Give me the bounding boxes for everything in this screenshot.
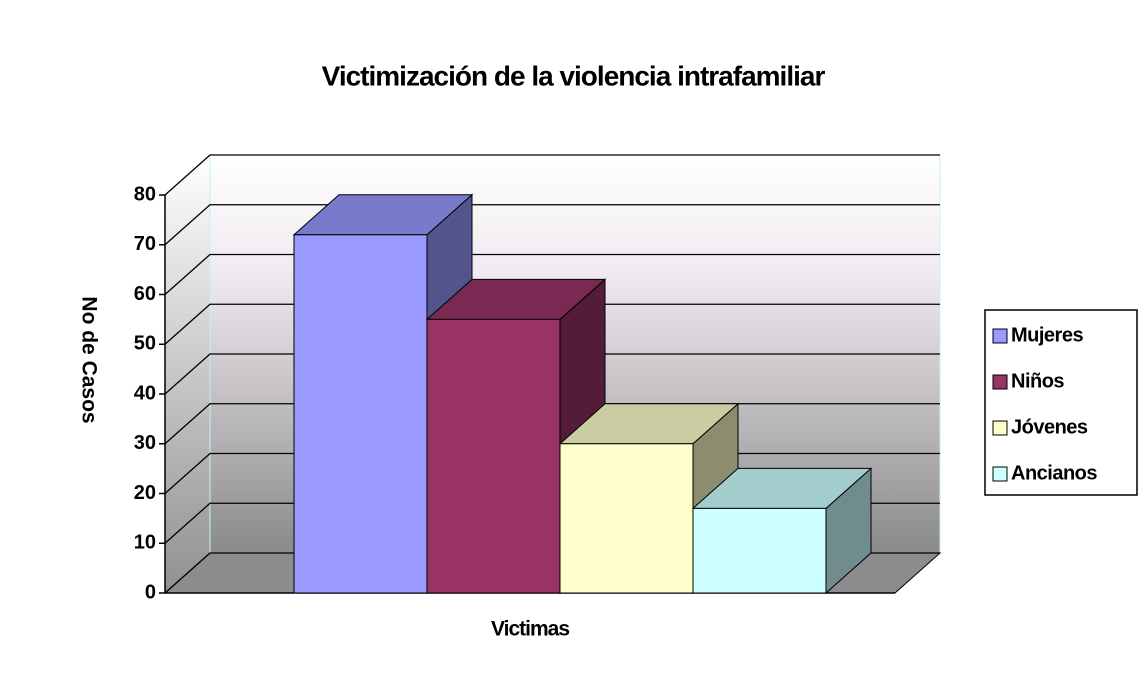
plot-area: 0 10 20 30 40 50 60 70 80	[134, 153, 942, 603]
legend-label: Mujeres	[1011, 324, 1083, 346]
bar	[559, 443, 694, 594]
y-tick-label: 10	[134, 532, 156, 554]
grid-line	[164, 353, 940, 395]
legend-swatch	[992, 466, 1008, 482]
legend-label: Ancianos	[1011, 462, 1097, 484]
y-tick-label: 80	[134, 183, 156, 205]
legend-label: Jóvenes	[1011, 416, 1088, 438]
grid-line	[164, 204, 940, 246]
y-tick-label: 0	[145, 581, 156, 603]
y-tick-label: 30	[134, 432, 156, 454]
grid-line	[164, 253, 940, 295]
legend-swatch	[992, 420, 1008, 436]
y-tick-label: 20	[134, 482, 156, 504]
bar	[293, 234, 428, 594]
legend-swatch	[992, 328, 1008, 344]
legend-label: Niños	[1011, 370, 1064, 392]
y-tick-label: 70	[134, 233, 156, 255]
x-axis-label: Victimas	[491, 618, 569, 641]
chart-title: Victimización de la violencia intrafamil…	[322, 60, 826, 91]
bar	[426, 318, 561, 594]
y-tick-label: 60	[134, 283, 156, 305]
legend-swatch	[992, 374, 1008, 390]
legend	[984, 309, 1138, 496]
legend-items: Mujeres Niños Jóvenes Ancianos	[992, 324, 1098, 484]
grid-line	[164, 154, 940, 196]
y-axis-label: No de Casos	[77, 296, 100, 423]
y-tick-label: 40	[134, 382, 156, 404]
bar	[692, 507, 827, 594]
y-tick-label: 50	[134, 333, 156, 355]
grid-line	[164, 303, 940, 345]
